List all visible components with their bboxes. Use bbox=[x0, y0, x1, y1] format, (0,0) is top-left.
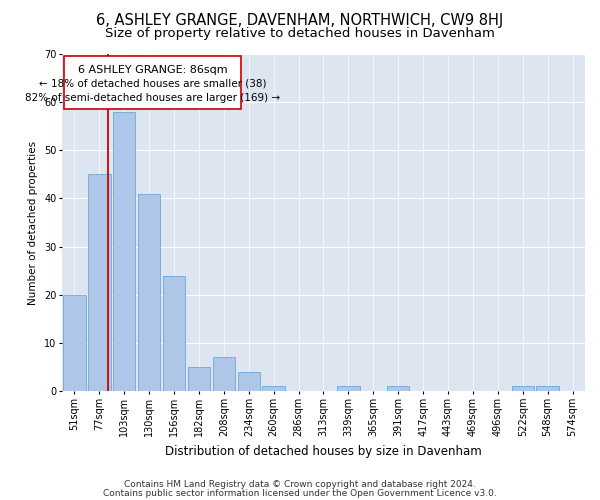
Bar bbox=[337, 386, 359, 391]
Bar bbox=[512, 386, 534, 391]
Bar bbox=[238, 372, 260, 391]
Text: Contains public sector information licensed under the Open Government Licence v3: Contains public sector information licen… bbox=[103, 489, 497, 498]
Bar bbox=[88, 174, 110, 391]
Text: 82% of semi-detached houses are larger (169) →: 82% of semi-detached houses are larger (… bbox=[25, 92, 280, 102]
Bar bbox=[138, 194, 160, 391]
Bar bbox=[262, 386, 285, 391]
Bar bbox=[113, 112, 136, 391]
Y-axis label: Number of detached properties: Number of detached properties bbox=[28, 140, 38, 304]
Bar bbox=[63, 295, 86, 391]
X-axis label: Distribution of detached houses by size in Davenham: Distribution of detached houses by size … bbox=[165, 444, 482, 458]
Bar bbox=[163, 276, 185, 391]
Text: ← 18% of detached houses are smaller (38): ← 18% of detached houses are smaller (38… bbox=[39, 79, 266, 89]
Bar bbox=[188, 367, 210, 391]
Bar bbox=[64, 56, 241, 110]
Text: Contains HM Land Registry data © Crown copyright and database right 2024.: Contains HM Land Registry data © Crown c… bbox=[124, 480, 476, 489]
Text: 6, ASHLEY GRANGE, DAVENHAM, NORTHWICH, CW9 8HJ: 6, ASHLEY GRANGE, DAVENHAM, NORTHWICH, C… bbox=[97, 12, 503, 28]
Bar bbox=[536, 386, 559, 391]
Text: Size of property relative to detached houses in Davenham: Size of property relative to detached ho… bbox=[105, 28, 495, 40]
Text: 6 ASHLEY GRANGE: 86sqm: 6 ASHLEY GRANGE: 86sqm bbox=[78, 64, 227, 74]
Bar bbox=[212, 358, 235, 391]
Bar bbox=[387, 386, 409, 391]
